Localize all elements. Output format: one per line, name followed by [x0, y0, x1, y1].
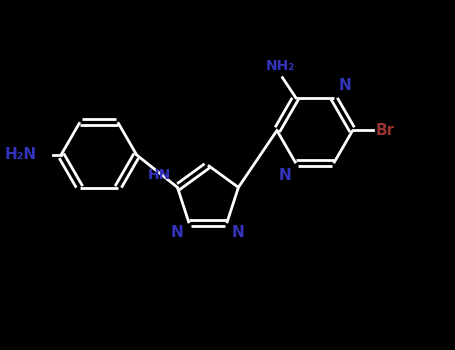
Text: Br: Br [376, 123, 395, 138]
Text: N: N [171, 225, 184, 240]
Text: HN: HN [147, 168, 171, 182]
Text: N: N [232, 225, 245, 240]
Text: N: N [278, 168, 291, 183]
Text: N: N [338, 78, 351, 93]
Text: NH₂: NH₂ [266, 59, 295, 73]
Text: H₂N: H₂N [5, 147, 36, 162]
